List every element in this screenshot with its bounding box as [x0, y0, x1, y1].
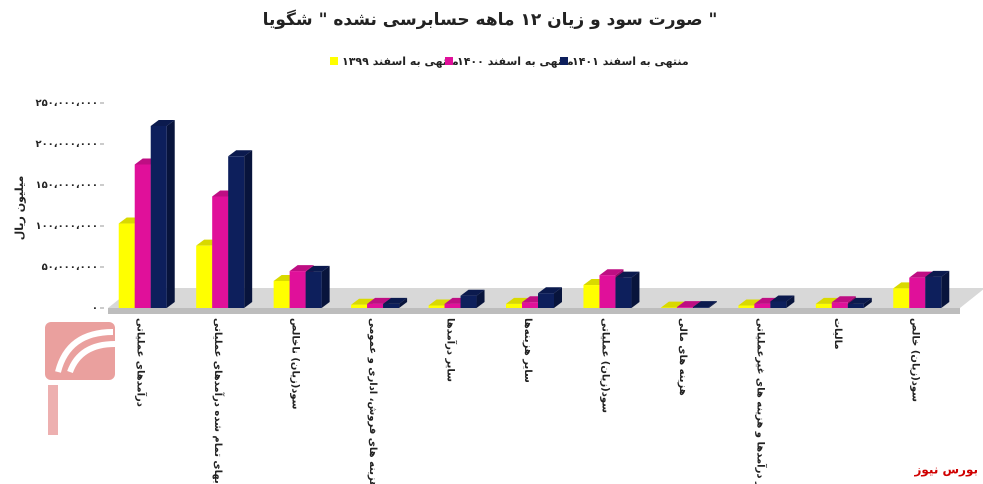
- bar-top: [305, 265, 330, 272]
- y-tick-label: ۲۵۰،۰۰۰،۰۰۰: [35, 98, 98, 109]
- x-tick-label: سایر درآمدها و هزینه های غیرعملیاتی: [754, 318, 767, 484]
- x-tick-label: هزینه های مالی: [677, 318, 688, 396]
- bar-top: [460, 289, 485, 296]
- bar: [228, 156, 245, 308]
- bar: [444, 303, 461, 308]
- legend-label: منتهی به اسفند ۱۴۰۰: [457, 55, 574, 68]
- bar-top: [847, 297, 872, 304]
- bar: [305, 271, 322, 308]
- x-tick-label: هزینه های فروش، اداری و عمومی: [367, 318, 378, 484]
- bar: [428, 305, 445, 308]
- floor-edge: [108, 308, 960, 314]
- bar-top: [831, 296, 856, 303]
- bar-top: [692, 301, 717, 308]
- legend-swatch: [330, 57, 338, 65]
- y-tick-label: ۰: [92, 303, 98, 314]
- y-axis-label: میلیون ریال: [13, 176, 26, 241]
- bar-side: [554, 287, 562, 308]
- bar: [615, 277, 632, 308]
- bar-side: [708, 301, 717, 308]
- bar: [692, 307, 709, 308]
- bar: [273, 280, 290, 308]
- x-tick-label: سایر درآمدها: [445, 318, 458, 382]
- bar: [150, 125, 167, 309]
- legend-label: منتهی به اسفند ۱۳۹۹: [342, 55, 459, 68]
- bar: [134, 164, 151, 308]
- bar-top: [538, 287, 562, 294]
- bar-side: [631, 271, 640, 308]
- bar: [599, 275, 616, 308]
- legend-swatch: [560, 57, 568, 65]
- logo-bar: [48, 385, 58, 435]
- bar: [893, 288, 910, 308]
- bar-top: [599, 269, 624, 276]
- watermark-logo: [45, 322, 116, 435]
- x-tick-label: سود(زیان) ناخالص: [290, 318, 301, 410]
- bar: [815, 303, 832, 308]
- y-tick-label: ۵۰،۰۰۰،۰۰۰: [42, 262, 98, 273]
- bar-side: [476, 289, 485, 308]
- bar-side: [941, 270, 950, 308]
- bar-side: [244, 150, 253, 308]
- x-tick-label: سود(زیان) عملیاتی: [599, 318, 610, 413]
- bar: [351, 304, 368, 308]
- source: بورس نیوز: [913, 463, 978, 478]
- bar-side: [166, 119, 175, 309]
- bar: [522, 302, 538, 308]
- x-tick-label: سود(زیان) خالص: [909, 318, 920, 402]
- bar: [118, 223, 135, 308]
- legend-swatch: [445, 57, 453, 65]
- bar: [212, 196, 229, 308]
- bar-top: [150, 119, 175, 126]
- logo-curve: [55, 329, 114, 373]
- bar-top: [925, 270, 950, 277]
- bar-top: [289, 265, 314, 272]
- bar: [925, 276, 942, 308]
- bar: [770, 301, 787, 308]
- bar: [196, 245, 213, 308]
- bar-side: [399, 297, 408, 308]
- y-tick-label: ۱۵۰،۰۰۰،۰۰۰: [35, 180, 98, 191]
- bar: [460, 295, 477, 308]
- bar: [909, 277, 926, 308]
- bar-top: [383, 297, 408, 304]
- bar: [506, 303, 522, 308]
- bar-top: [228, 150, 253, 157]
- bar: [754, 303, 771, 308]
- bar-side: [786, 295, 795, 308]
- bar: [383, 303, 400, 308]
- bar: [289, 271, 306, 308]
- bar: [676, 307, 693, 308]
- bar: [847, 303, 864, 308]
- bar: [538, 293, 554, 308]
- x-tick-label: درآمدهای عملیاتی: [135, 318, 148, 407]
- bar-top: [770, 295, 795, 302]
- bar-side: [863, 297, 872, 308]
- bar: [738, 305, 755, 308]
- bar-side: [321, 265, 330, 308]
- chart-title: صورت سود و زیان ۱۲ ماهه حسابرسی نشده " ش…: [263, 9, 718, 30]
- bar: [583, 285, 600, 308]
- y-tick-label: ۲۰۰،۰۰۰،۰۰۰: [35, 139, 98, 150]
- bar: [831, 302, 848, 308]
- logo-curve: [67, 341, 116, 374]
- bar-top: [615, 271, 640, 278]
- x-tick-label: بهای تمام شده درآمدهای عملیاتی: [212, 318, 225, 484]
- y-tick-label: ۱۰۰،۰۰۰،۰۰۰: [35, 221, 98, 232]
- x-tick-label: سایر هزینه‌ها: [522, 318, 533, 383]
- x-tick-label: مالیات: [832, 318, 843, 350]
- bar: [367, 303, 384, 308]
- legend-label: منتهی به اسفند ۱۴۰۱: [572, 55, 689, 68]
